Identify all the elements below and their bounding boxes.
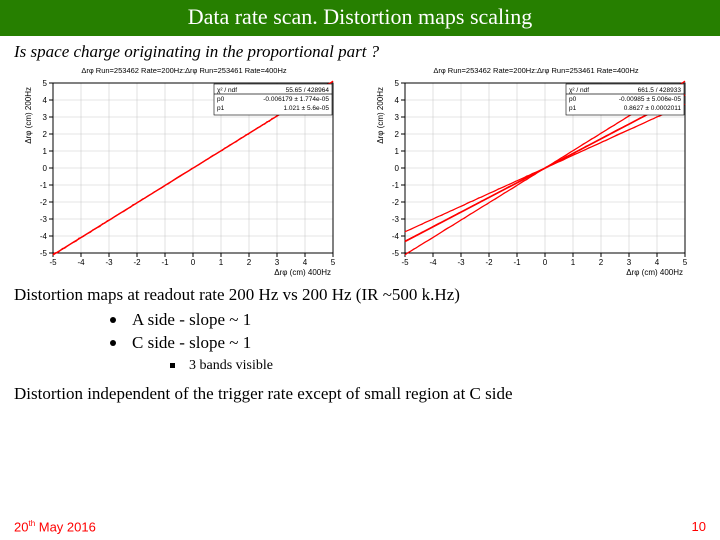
footer-day: 20 xyxy=(14,519,28,534)
svg-text:55.65 / 428964: 55.65 / 428964 xyxy=(286,87,330,94)
svg-text:Δrφ (cm) 400Hz: Δrφ (cm) 400Hz xyxy=(626,268,683,277)
svg-text:-1: -1 xyxy=(161,258,169,267)
bullet-dot-icon xyxy=(110,340,116,346)
svg-text:1: 1 xyxy=(219,258,224,267)
svg-text:p0: p0 xyxy=(569,96,577,103)
svg-text:2: 2 xyxy=(599,258,604,267)
footer-rest: May 2016 xyxy=(35,519,96,534)
svg-text:4: 4 xyxy=(43,96,48,105)
charts-row: Δrφ Run=253462 Rate=200Hz:Δrφ Run=253461… xyxy=(0,66,720,277)
svg-text:χ² / ndf: χ² / ndf xyxy=(217,87,237,94)
bullet-dot-icon xyxy=(110,317,116,323)
svg-text:Δrφ (cm) 400Hz: Δrφ (cm) 400Hz xyxy=(274,268,331,277)
svg-text:-4: -4 xyxy=(77,258,85,267)
footer: 20th May 2016 10 xyxy=(0,519,720,534)
svg-text:-5: -5 xyxy=(401,258,409,267)
chart-right-title: Δrφ Run=253462 Rate=200Hz:Δrφ Run=253461… xyxy=(371,66,701,75)
svg-text:-2: -2 xyxy=(392,198,400,207)
svg-text:-2: -2 xyxy=(40,198,48,207)
svg-text:4: 4 xyxy=(395,96,400,105)
svg-text:-0.006179 ± 1.774e-05: -0.006179 ± 1.774e-05 xyxy=(263,96,329,103)
chart-left-wrap: Δrφ Run=253462 Rate=200Hz:Δrφ Run=253461… xyxy=(19,66,349,277)
svg-text:3: 3 xyxy=(43,113,48,122)
subtitle: Is space charge originating in the propo… xyxy=(0,36,720,66)
svg-text:0: 0 xyxy=(395,164,400,173)
svg-text:-3: -3 xyxy=(392,215,400,224)
svg-text:Δrφ (cm) 200Hz: Δrφ (cm) 200Hz xyxy=(24,87,33,144)
svg-text:-5: -5 xyxy=(49,258,57,267)
slide-title: Data rate scan. Distortion maps scaling xyxy=(0,0,720,36)
svg-text:5: 5 xyxy=(395,79,400,88)
svg-text:-4: -4 xyxy=(40,232,48,241)
sub-bullet-text: 3 bands visible xyxy=(189,355,273,376)
footer-date: 20th May 2016 xyxy=(14,519,96,534)
svg-text:χ² / ndf: χ² / ndf xyxy=(569,87,589,94)
svg-text:2: 2 xyxy=(395,130,400,139)
chart-left-title: Δrφ Run=253462 Rate=200Hz:Δrφ Run=253461… xyxy=(19,66,349,75)
svg-text:p1: p1 xyxy=(217,105,225,112)
svg-text:3: 3 xyxy=(275,258,280,267)
svg-text:p0: p0 xyxy=(217,96,225,103)
svg-text:-1: -1 xyxy=(392,181,400,190)
svg-text:-3: -3 xyxy=(105,258,113,267)
chart-right: -5-4-3-2-1012345-5-4-3-2-1012345Δrφ (cm)… xyxy=(371,77,701,277)
chart-right-wrap: Δrφ Run=253462 Rate=200Hz:Δrφ Run=253461… xyxy=(371,66,701,277)
sub-bullet-square-icon xyxy=(170,363,175,368)
svg-text:1: 1 xyxy=(395,147,400,156)
bullet-c: C side - slope ~ 1 xyxy=(110,332,720,355)
svg-text:2: 2 xyxy=(247,258,252,267)
svg-text:5: 5 xyxy=(331,258,336,267)
svg-text:0: 0 xyxy=(543,258,548,267)
bullet-a-text: A side - slope ~ 1 xyxy=(132,309,251,332)
svg-text:4: 4 xyxy=(303,258,308,267)
svg-text:0: 0 xyxy=(191,258,196,267)
svg-text:5: 5 xyxy=(683,258,688,267)
svg-text:Δrφ (cm) 200Hz: Δrφ (cm) 200Hz xyxy=(376,87,385,144)
svg-text:1.021 ± 5.6e-05: 1.021 ± 5.6e-05 xyxy=(284,105,330,112)
svg-text:2: 2 xyxy=(43,130,48,139)
bullet-c-text: C side - slope ~ 1 xyxy=(132,332,251,355)
svg-text:5: 5 xyxy=(43,79,48,88)
body-line-1: Distortion maps at readout rate 200 Hz v… xyxy=(0,277,720,307)
svg-text:-4: -4 xyxy=(392,232,400,241)
body-line-2: Distortion independent of the trigger ra… xyxy=(0,376,720,406)
slide: Data rate scan. Distortion maps scaling … xyxy=(0,0,720,540)
svg-text:0.8627 ± 0.0002011: 0.8627 ± 0.0002011 xyxy=(624,105,682,112)
svg-text:-4: -4 xyxy=(429,258,437,267)
chart-left: -5-4-3-2-1012345-5-4-3-2-1012345Δrφ (cm)… xyxy=(19,77,349,277)
svg-text:-0.00985 ± 5.006e-05: -0.00985 ± 5.006e-05 xyxy=(619,96,682,103)
svg-text:-1: -1 xyxy=(40,181,48,190)
svg-text:-5: -5 xyxy=(392,249,400,258)
svg-text:0: 0 xyxy=(43,164,48,173)
svg-text:-2: -2 xyxy=(485,258,493,267)
svg-text:661.5 / 428933: 661.5 / 428933 xyxy=(638,87,682,94)
svg-text:p1: p1 xyxy=(569,105,577,112)
svg-text:3: 3 xyxy=(627,258,632,267)
svg-text:-3: -3 xyxy=(457,258,465,267)
bullet-list: A side - slope ~ 1 C side - slope ~ 1 xyxy=(0,307,720,355)
bullet-a: A side - slope ~ 1 xyxy=(110,309,720,332)
svg-text:-1: -1 xyxy=(513,258,521,267)
svg-text:-3: -3 xyxy=(40,215,48,224)
footer-page: 10 xyxy=(692,519,706,534)
sub-bullet: 3 bands visible xyxy=(0,355,720,376)
svg-text:3: 3 xyxy=(395,113,400,122)
svg-text:1: 1 xyxy=(43,147,48,156)
svg-text:1: 1 xyxy=(571,258,576,267)
svg-text:-2: -2 xyxy=(133,258,141,267)
svg-text:-5: -5 xyxy=(40,249,48,258)
svg-text:4: 4 xyxy=(655,258,660,267)
